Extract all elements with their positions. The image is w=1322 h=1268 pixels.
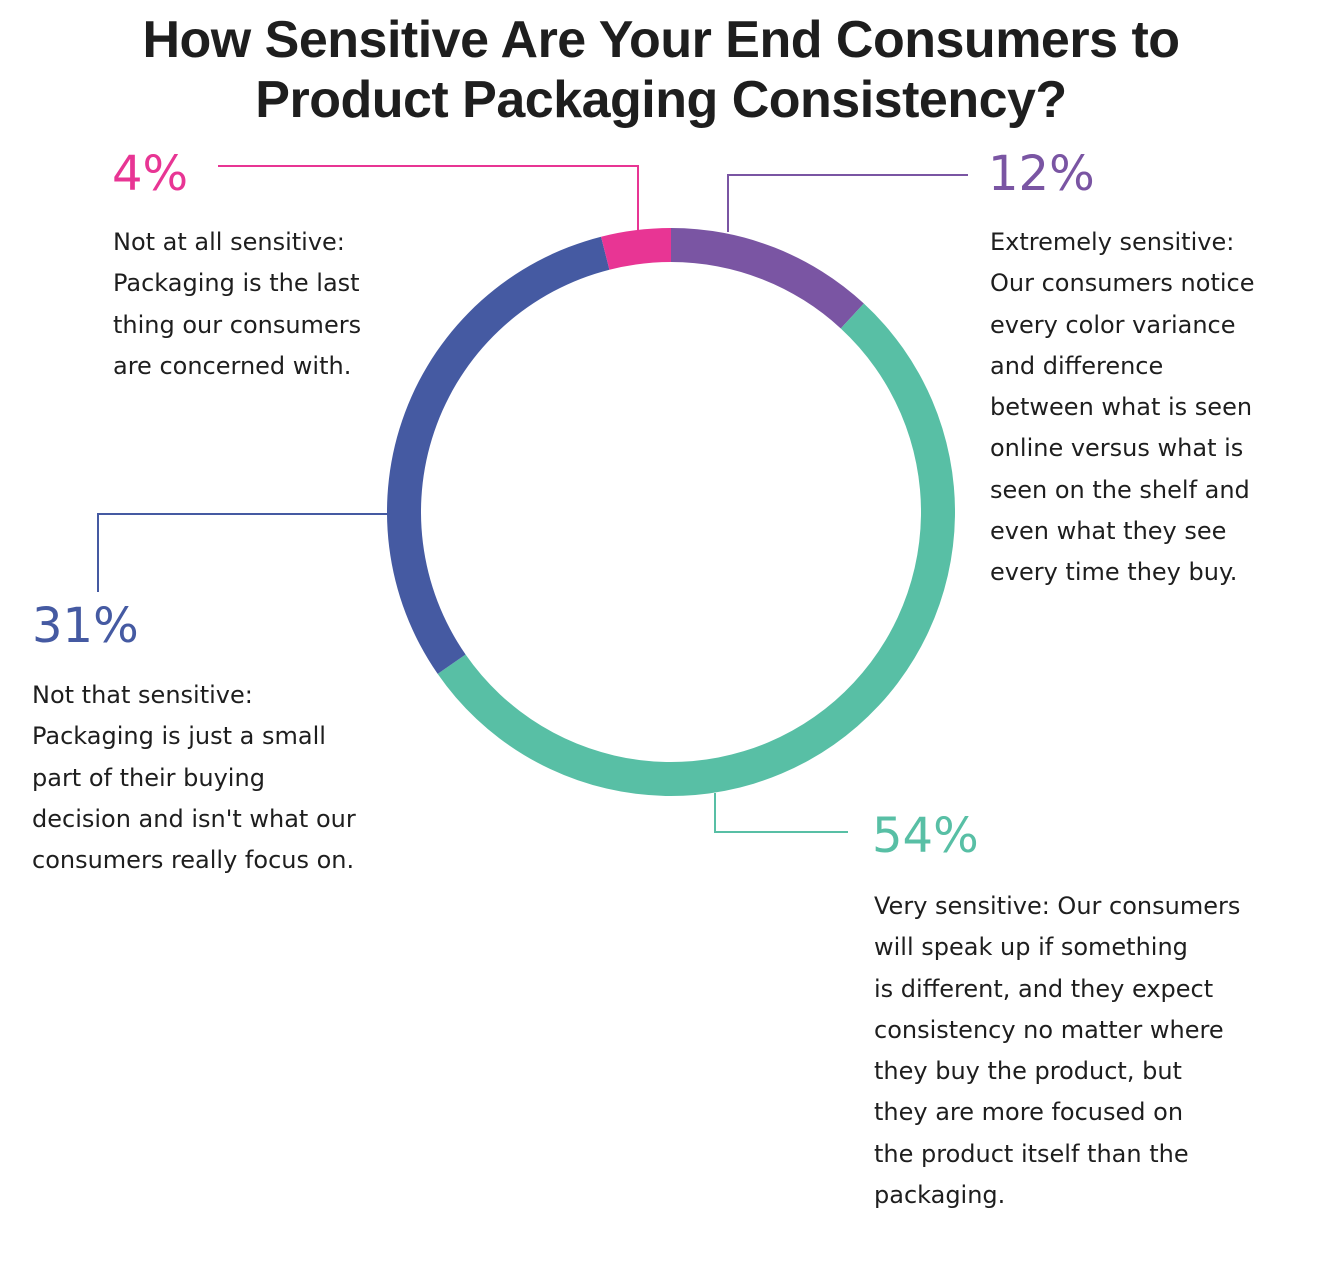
description-line: Packaging is the last [113,269,360,298]
description-line: consumers really focus on. [32,846,355,875]
description-line: is different, and they expect [874,974,1214,1003]
chart-title-line-2: Product Packaging Consistency? [255,71,1067,129]
description-line: seen on the shelf and [990,475,1250,504]
description-line: thing our consumers [113,310,362,339]
description-line: online versus what is [990,434,1244,463]
description-line: and difference [990,351,1164,380]
description-line: they are more focused on [874,1098,1184,1127]
description-line: Not at all sensitive: [113,228,345,256]
leader-lines [97,165,968,833]
donut-slice-not-at-all [601,228,671,270]
leader-line-not-that [97,513,392,592]
description-line: every color variance [990,310,1236,339]
description-line: part of their buying [32,763,265,792]
leader-line-very [714,793,848,833]
description-line: are concerned with. [113,351,352,380]
leader-line-not-at-all [218,165,639,232]
description-line: decision and isn't what our [32,804,356,833]
description-very: Very sensitive: Our consumers will speak… [874,886,1240,1216]
description-line: even what they see [990,517,1227,546]
percent-label-not-at-all: 4% [112,146,189,202]
description-line: packaging. [874,1181,1006,1210]
description-line: Extremely sensitive: [990,228,1235,256]
donut-slice-very [437,303,956,797]
description-line: Packaging is just a small [32,722,326,751]
description-line: every time they buy. [990,558,1238,587]
description-line: between what is seen [990,393,1253,422]
donut-slice-extremely [671,228,864,329]
description-line: they buy the product, but [874,1057,1182,1086]
description-not-that: Not that sensitive: Packaging is just a … [32,675,356,881]
description-line: Our consumers notice [990,269,1255,298]
chart-title: How Sensitive Are Your End Consumers to … [0,10,1322,130]
percent-label-very: 54% [872,808,979,864]
description-line: Not that sensitive: [32,681,253,709]
percent-label-not-that: 31% [32,598,139,654]
description-line: Very sensitive: Our consumers [874,892,1241,920]
description-line: the product itself than the [874,1139,1189,1168]
description-not-at-all: Not at all sensitive: Packaging is the l… [113,222,361,387]
leader-line-extremely [727,174,968,232]
description-line: consistency no matter where [874,1015,1224,1044]
donut-slice-not-that [387,236,610,674]
chart-title-line-1: How Sensitive Are Your End Consumers to [142,11,1180,69]
description-line: will speak up if something [874,933,1188,962]
percent-label-extremely: 12% [988,146,1095,202]
description-extremely: Extremely sensitive: Our consumers notic… [990,222,1254,594]
donut-slices [387,228,956,797]
